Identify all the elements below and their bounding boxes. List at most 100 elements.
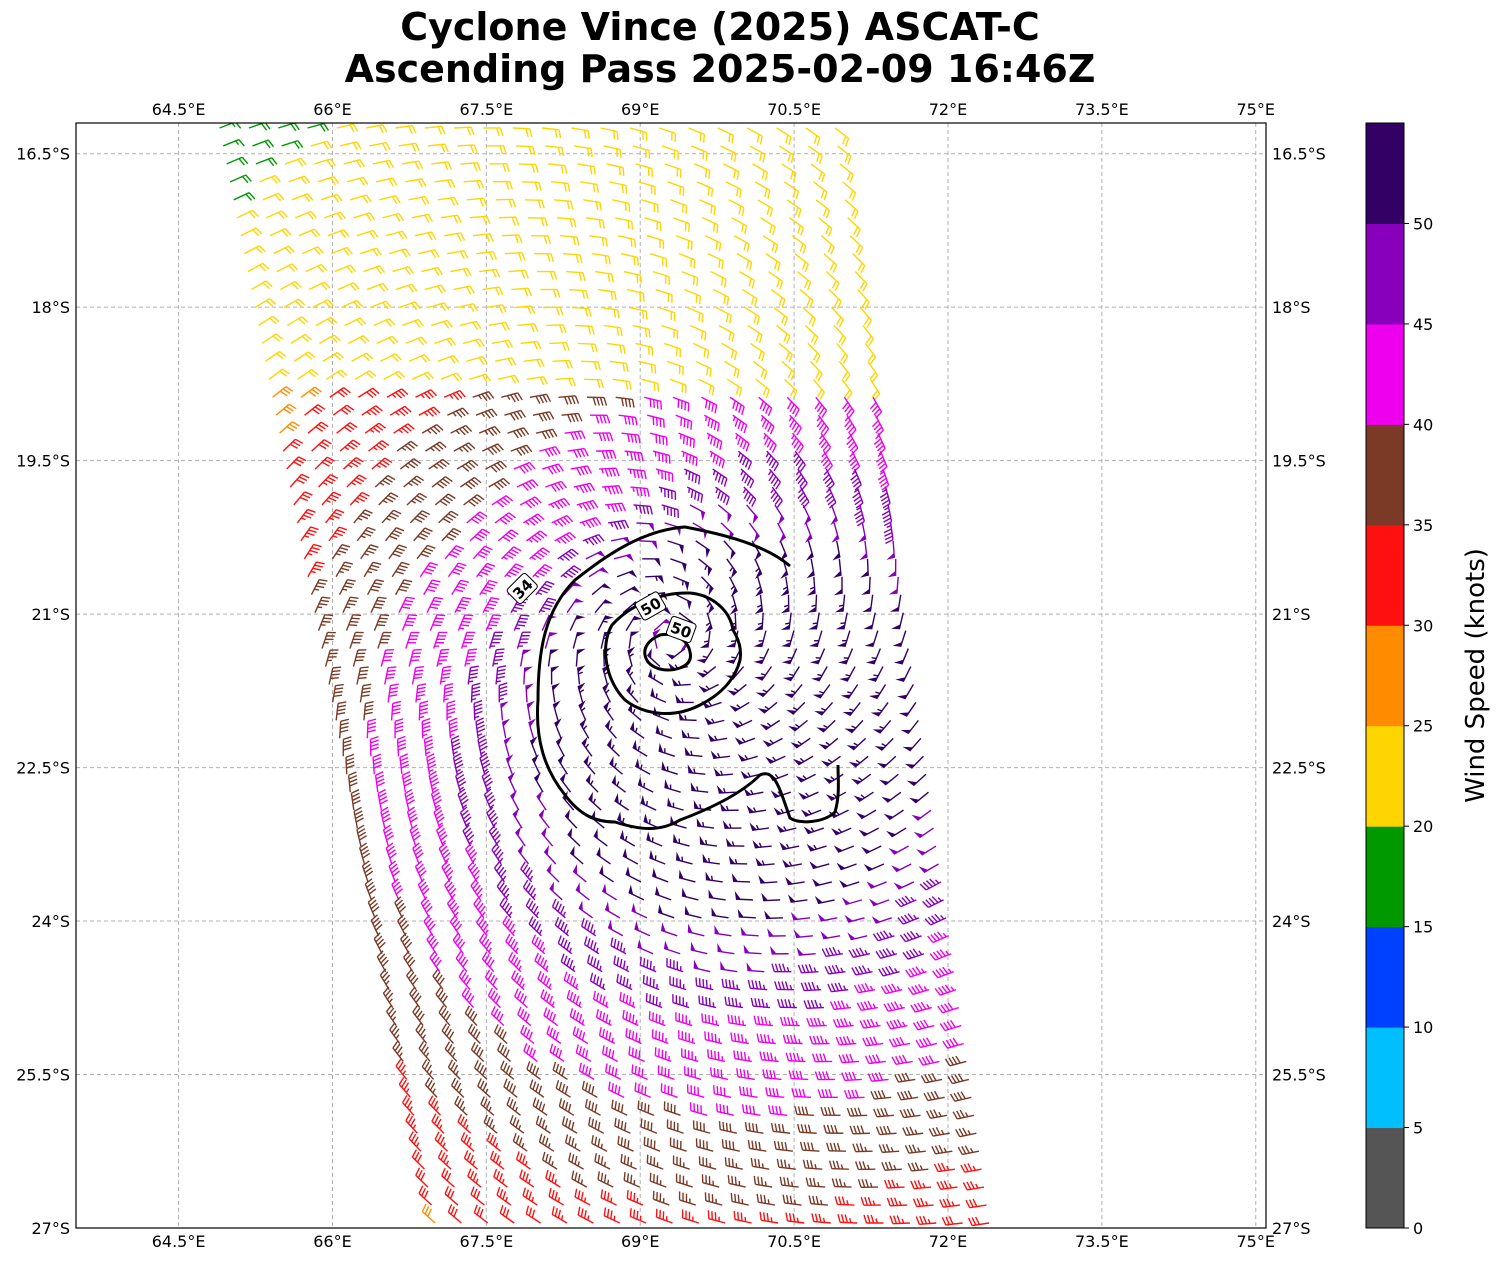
lon-tick-label-top: 66°E [313, 100, 351, 119]
wind-barb [804, 324, 819, 345]
wind-barb [538, 808, 550, 829]
lat-tick-label-right: 16.5°S [1272, 145, 1326, 164]
wind-barb [567, 827, 581, 847]
wind-barb [433, 806, 445, 829]
wind-barb [779, 1176, 799, 1188]
colorbar-segment [1366, 123, 1404, 224]
wind-barb [275, 403, 297, 416]
wind-barb [820, 931, 841, 940]
wind-barb [522, 1187, 538, 1206]
wind-barb [380, 806, 391, 829]
wind-barb [456, 459, 479, 472]
wind-barb [295, 210, 318, 220]
wind-barb [728, 855, 748, 865]
wind-barb [810, 163, 826, 183]
wind-barb [426, 596, 443, 613]
wind-barb [754, 558, 763, 579]
wind-barb [687, 764, 706, 775]
wind-barb [620, 252, 639, 266]
wind-barb [585, 550, 607, 560]
wind-barb [753, 1015, 773, 1027]
wind-barb [823, 1124, 844, 1134]
wind-barb [717, 504, 732, 523]
wind-barb [799, 289, 814, 309]
wind-barb [593, 432, 614, 442]
wind-barb [602, 485, 623, 495]
wind-barb [305, 263, 328, 273]
wind-barb [505, 933, 519, 955]
wind-barb [482, 597, 500, 614]
wind-barb [447, 1204, 462, 1224]
wind-barb [758, 875, 778, 884]
wind-barb [615, 217, 634, 230]
wind-barb [496, 1186, 512, 1206]
wind-barb [644, 217, 662, 231]
wind-barb [551, 1206, 568, 1224]
lat-tick-label-right: 21°S [1272, 605, 1311, 624]
wind-barb [675, 1173, 693, 1188]
wind-barb [526, 530, 548, 543]
wind-barb [841, 378, 853, 401]
wind-barb [346, 474, 367, 488]
wind-barb [409, 824, 421, 847]
colorbar-tick-label: 20 [1413, 817, 1433, 836]
wind-barb [600, 306, 620, 319]
wind-barb [411, 1149, 425, 1170]
wind-barb [842, 396, 855, 419]
wind-barb [642, 558, 661, 567]
wind-barb [780, 576, 790, 597]
wind-barb [273, 245, 295, 255]
wind-barb [655, 468, 674, 482]
wind-barb [329, 387, 351, 398]
wind-barb [319, 334, 341, 345]
wind-barb [478, 425, 501, 437]
wind-barb [711, 907, 729, 919]
wind-barb [746, 127, 763, 145]
wind-barb [473, 1059, 488, 1080]
wind-barb [347, 334, 370, 345]
wind-barb [492, 648, 505, 667]
wind-barb [493, 860, 507, 883]
wind-barb [906, 773, 927, 787]
wind-barb [864, 1054, 886, 1065]
wind-barb [428, 770, 440, 793]
wind-barb [732, 414, 748, 434]
wind-barb [778, 145, 795, 164]
wind-barb [408, 195, 430, 206]
wind-barb [529, 393, 552, 404]
wind-barb [446, 700, 456, 721]
wind-barb [795, 468, 808, 491]
wind-barb [809, 648, 826, 665]
wind-barb [783, 181, 800, 200]
wind-barb [575, 324, 595, 335]
wind-barb [861, 845, 882, 854]
wind-barb [755, 378, 770, 398]
wind-barb [724, 1157, 743, 1170]
wind-barb [219, 123, 242, 129]
wind-barb [266, 210, 288, 220]
wind-barb [460, 631, 476, 649]
wind-barb [794, 253, 809, 273]
wind-barb [786, 701, 806, 715]
wind-barb [495, 665, 507, 685]
wind-barb [710, 750, 731, 759]
wind-barb [776, 824, 797, 833]
wind-barb [686, 1084, 705, 1099]
wind-barb [704, 1031, 723, 1045]
wind-barb [797, 1123, 817, 1134]
wind-barb [437, 354, 460, 364]
wind-barb [531, 754, 541, 775]
wind-barb [525, 683, 534, 703]
wind-barb [699, 199, 716, 216]
wind-barb [548, 1188, 565, 1206]
wind-barb [684, 905, 702, 919]
wind-barb [453, 442, 476, 453]
wind-barb [421, 1203, 436, 1224]
wind-barb [918, 863, 939, 874]
wind-barb [731, 719, 753, 729]
wind-barb [470, 1186, 485, 1206]
wind-barb [337, 282, 360, 292]
wind-barb [625, 1028, 642, 1045]
wind-barb [463, 1150, 478, 1170]
wind-barb [844, 414, 857, 437]
